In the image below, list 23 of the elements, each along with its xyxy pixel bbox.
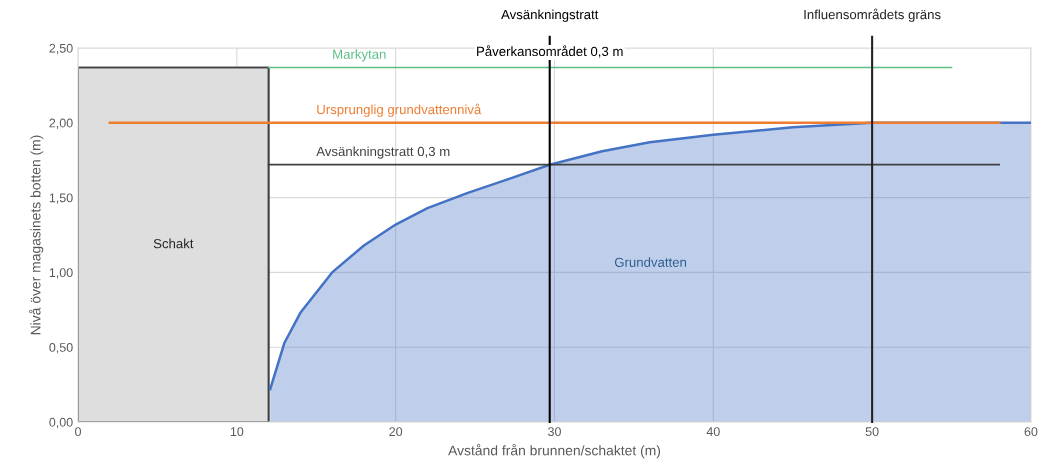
x-tick-label: 10: [230, 427, 244, 437]
y-tick-label: 1,00: [49, 268, 73, 279]
series-label: Ursprunglig grundvattennivå: [317, 103, 482, 117]
y-tick-label: 1,50: [49, 193, 73, 204]
y-tick-label: 2,50: [49, 43, 73, 55]
annotation: Påverkansområdet 0,3 m: [477, 45, 623, 58]
x-tick-label: 20: [389, 427, 403, 437]
ref-line-label: Influensområdets gräns: [804, 8, 941, 22]
x-tick-label: 50: [865, 427, 879, 437]
series-label: Schakt: [153, 238, 194, 249]
y-tick-label: 0,50: [49, 343, 73, 354]
y-tick-label: 2,00: [49, 118, 73, 129]
series-label: Avsänkningstratt 0,3 m: [316, 146, 450, 159]
series-label: Markytan: [333, 49, 386, 62]
ref-line-label: Avsänkningstratt: [501, 9, 599, 22]
y-tick-label: 0,00: [49, 417, 73, 429]
x-tick-label: 0: [75, 427, 82, 437]
y-axis-title: Nivå över magasinets botten (m): [29, 135, 44, 335]
series-label: Grundvatten: [614, 257, 687, 267]
x-tick-label: 60: [1024, 427, 1038, 437]
x-tick-label: 40: [706, 427, 720, 437]
x-tick-label: 30: [548, 427, 561, 437]
x-axis-title: Avstånd från brunnen/schaktet (m): [448, 444, 661, 459]
